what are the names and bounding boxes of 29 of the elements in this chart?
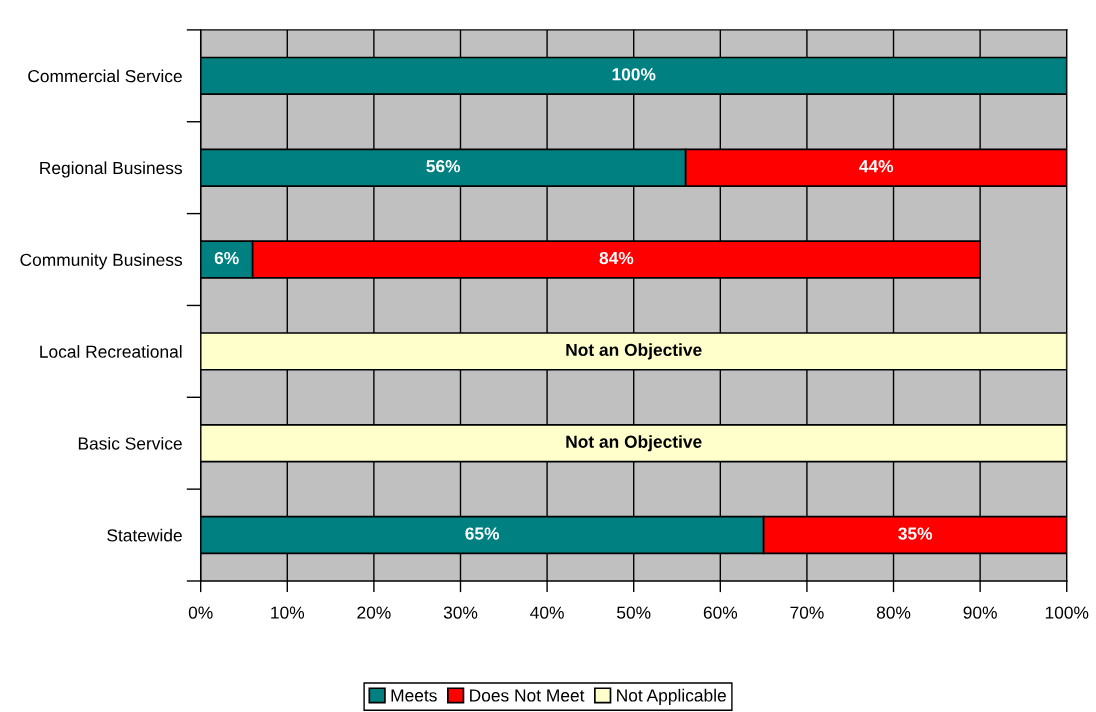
data-label: 100% [612,68,656,81]
x-tick-label: 20% [357,606,391,619]
data-label: 56% [426,160,461,173]
legend-label: Does Not Meet [470,689,585,702]
y-tick-label: Regional Business [40,161,182,178]
x-tick-label: 30% [443,606,478,619]
legend-label: Meets [391,689,437,702]
x-tick-label: 90% [963,606,997,619]
legend-label: Not Applicable [617,688,726,706]
x-tick-label: 70% [790,606,824,619]
x-tick-label: 80% [876,606,911,619]
x-tick-label: 40% [530,606,564,619]
data-label: 65% [465,527,500,540]
y-tick-label: Community Business [20,253,182,270]
y-tick-label: Commercial Service [28,69,182,83]
x-tick-label: 100% [1045,606,1089,619]
x-tick-label: 0% [188,606,213,619]
data-label: 35% [898,527,933,540]
data-label: Not an Objective [566,343,702,360]
data-label: 44% [859,160,894,173]
y-tick-label: Statewide [107,528,182,542]
y-tick-label: Basic Service [78,436,182,450]
data-label: 84% [599,251,634,265]
data-label: Not an Objective [566,435,702,452]
x-tick-label: 50% [617,606,651,619]
x-tick-label: 60% [703,606,738,619]
x-tick-label: 10% [271,606,305,619]
data-label: 6% [214,251,239,265]
y-tick-label: Local Recreational [40,345,182,358]
